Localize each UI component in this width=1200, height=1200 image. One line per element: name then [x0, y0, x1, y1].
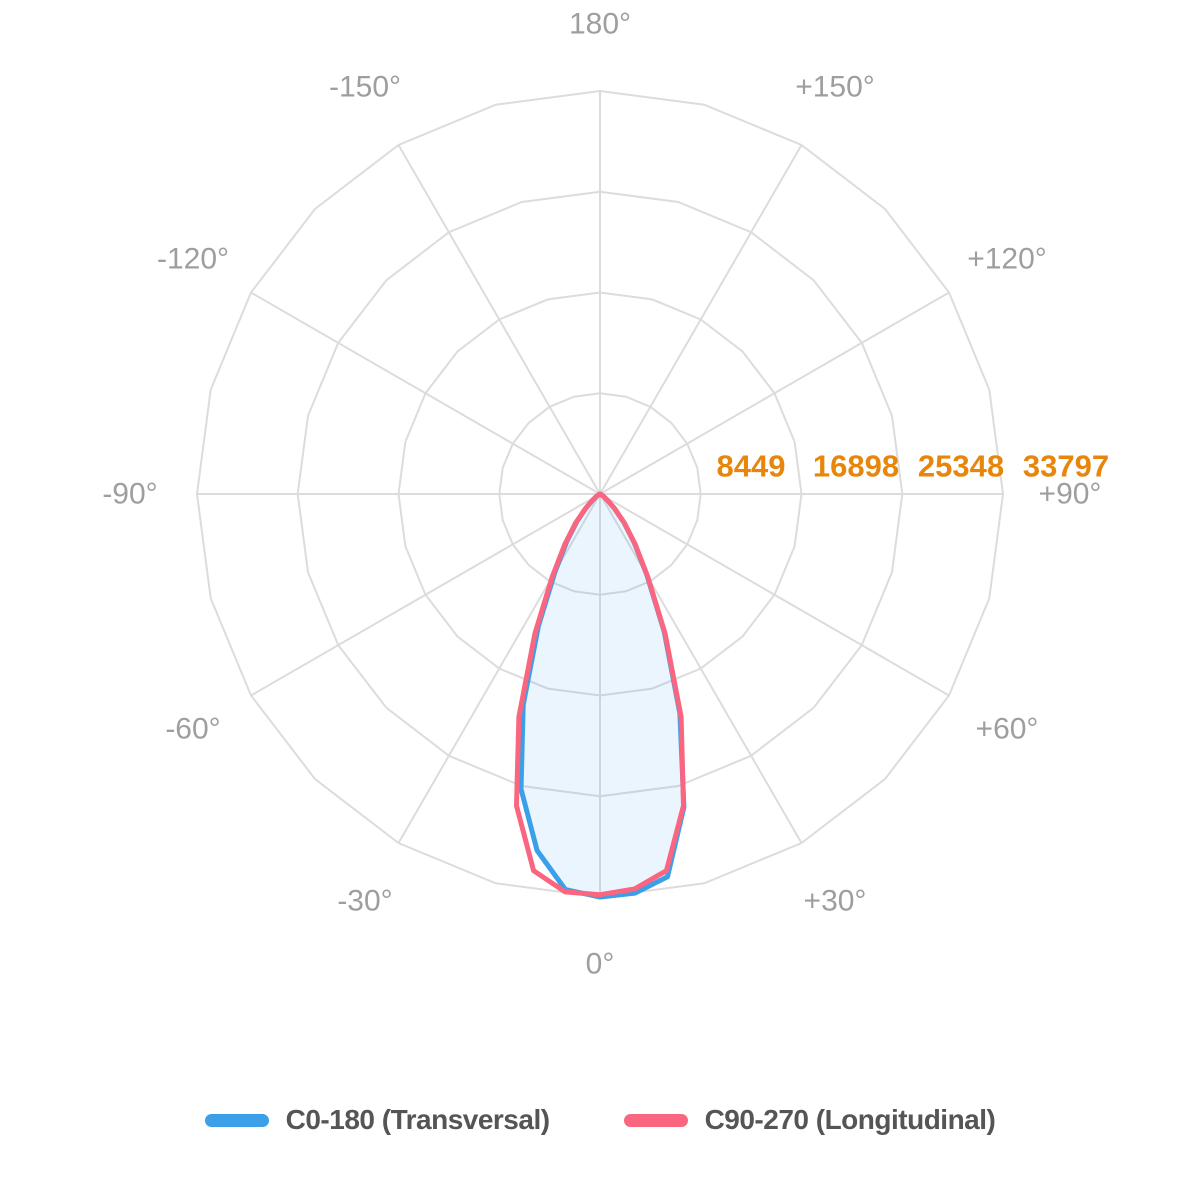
angle-label--30: -30°: [337, 885, 392, 918]
angle-label-30: +30°: [804, 885, 867, 918]
legend-item-c0-180[interactable]: C0-180 (Transversal): [204, 1104, 550, 1136]
angle-label-0: 0°: [586, 948, 615, 981]
grid-spoke-210: [397, 144, 601, 495]
legend-label-c90-270: C90-270 (Longitudinal): [704, 1104, 996, 1135]
angle-label--150: -150°: [329, 71, 401, 104]
angle-label-120: +120°: [967, 243, 1047, 276]
grid-spoke-330: [397, 493, 601, 844]
grid-spoke-60: [599, 493, 950, 697]
radial-tick-label-3: 25348: [918, 449, 1004, 484]
angle-label--60: -60°: [165, 713, 220, 746]
angle-label-150: +150°: [795, 71, 875, 104]
grid-spoke-300: [250, 493, 601, 697]
grid-spoke-30: [599, 493, 803, 844]
legend-swatch-c0-icon: [204, 1113, 269, 1127]
radial-tick-label-1: 8449: [717, 449, 786, 484]
polar-chart-svg: 0° +30° +60° +90° +120° +150° 180° -150° -120° -9…: [102, 8, 1109, 981]
angle-label--120: -120°: [157, 243, 229, 276]
grid-spoke-120: [599, 291, 950, 495]
radial-tick-label-4: 33797: [1023, 449, 1109, 484]
legend-label-c0-180: C0-180 (Transversal): [285, 1104, 550, 1135]
angle-label-60: +60°: [976, 713, 1039, 746]
radial-tick-label-2: 16898: [813, 449, 899, 484]
legend-swatch-c90-icon: [623, 1113, 688, 1127]
angle-label-180: 180°: [569, 8, 631, 41]
angle-label-90: +90°: [1039, 478, 1102, 511]
angle-label--90: -90°: [102, 478, 157, 511]
grid-spoke-240: [250, 291, 601, 495]
series-curve-c0-180: [518, 491, 687, 900]
series-curve-c90-270: [514, 491, 686, 898]
legend: C0-180 (Transversal) C90-270 (Longitudin…: [0, 1104, 1200, 1136]
grid-spoke-150: [599, 144, 803, 495]
legend-item-c90-270[interactable]: C90-270 (Longitudinal): [623, 1104, 996, 1136]
